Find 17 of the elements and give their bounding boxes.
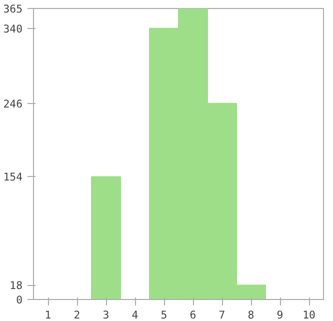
x-tick-label: 7 [218,308,226,321]
x-tick-label: 10 [302,308,316,321]
bar [91,176,121,300]
x-tick-label: 2 [74,308,80,321]
x-tick-label: 8 [248,308,254,321]
x-tick-label: 5 [160,308,168,321]
y-tick-label: 154 [3,170,23,184]
y-tick-label: 18 [10,279,23,292]
x-tick-label: 6 [190,308,196,321]
y-tick-label: 365 [3,2,23,16]
y-tick-label: 0 [16,294,23,306]
x-tick-label: 3 [102,308,110,321]
y-tick-label: 246 [3,97,23,110]
x-tick-label: 4 [132,308,138,321]
y-tick-label: 340 [3,22,23,36]
x-tick-label: 9 [276,308,284,321]
x-tick-label: 1 [44,308,52,321]
